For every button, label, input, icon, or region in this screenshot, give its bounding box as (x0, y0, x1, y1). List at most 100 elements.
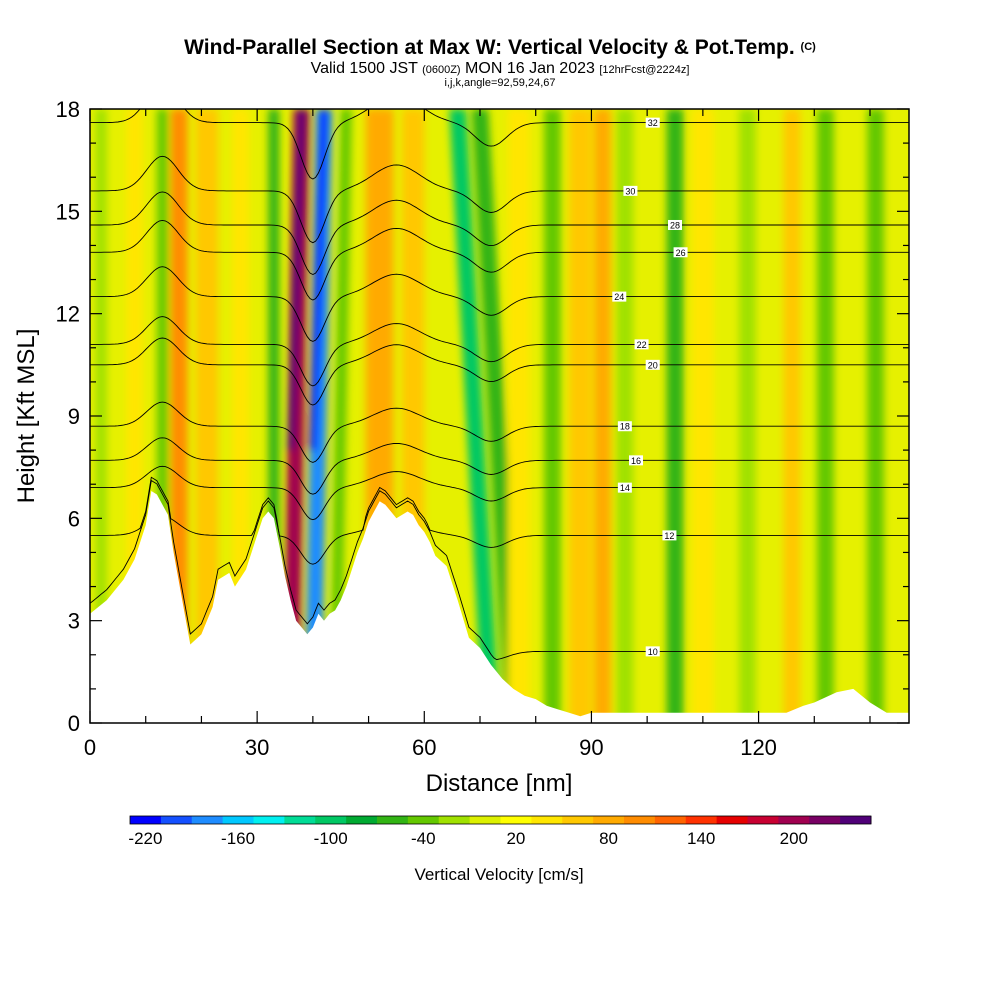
colorbar-swatch (716, 816, 748, 824)
colorbar-swatch (438, 816, 471, 824)
colorbar-swatch (809, 816, 841, 824)
x-tick-label: 60 (412, 735, 436, 760)
w-band-23 (817, 109, 834, 723)
w-band-4 (195, 109, 219, 723)
theta-label: 28 (670, 220, 680, 230)
forecast-info: [12hrFcst@2224z] (599, 64, 690, 76)
theta-label-bg (673, 247, 688, 258)
theta-label-bg (617, 482, 632, 493)
colorbar-swatch (469, 816, 501, 824)
w-band-14 (507, 109, 531, 723)
theta-label: 20 (648, 360, 658, 370)
theta-label-bg (645, 646, 660, 657)
theta-label-bg (629, 455, 643, 466)
w-band-15 (544, 109, 561, 723)
w-band-8 (304, 109, 333, 723)
title-main: Wind-Parallel Section at Max W: Vertical… (184, 36, 795, 59)
theta-contour-22 (90, 316, 909, 387)
theta-label: 14 (620, 483, 630, 493)
colorbar-tick-label: -100 (314, 829, 348, 848)
colorbar-swatch (624, 816, 656, 824)
theta-contour-12 (90, 476, 909, 565)
theta-contour-28 (90, 191, 909, 276)
colorbar-label: Vertical Velocity [cm/s] (414, 865, 583, 884)
colorbar-tick-label: -220 (128, 829, 162, 848)
chart-title: Wind-Parallel Section at Max W: Vertical… (0, 36, 1000, 60)
theta-label-bg (645, 359, 660, 370)
colorbar-swatch (160, 816, 193, 824)
theta-contour-26 (90, 219, 909, 301)
theta-label-bg (634, 339, 649, 350)
theta-contour-16 (90, 437, 909, 495)
x-tick-label: 90 (579, 735, 603, 760)
section-params: i,j,k,angle=92,59,24,67 (444, 77, 556, 89)
x-tick-label: 30 (245, 735, 269, 760)
w-band-17 (594, 109, 611, 723)
theta-label-bg (612, 291, 627, 302)
w-band-20 (691, 109, 714, 723)
colorbar-swatch (500, 816, 532, 824)
theta-contour-32 (90, 109, 909, 180)
colorbar-tick-label: 80 (599, 829, 618, 848)
theta-label-bg (668, 219, 682, 230)
theta-label: 22 (637, 340, 647, 350)
w-band-core-7 (286, 109, 306, 451)
colorbar-tick-label: -40 (411, 829, 436, 848)
theta-contour-24 (90, 266, 909, 342)
w-band-21 (739, 109, 756, 723)
colorbar-swatch (747, 816, 779, 824)
colorbar-tick-label: 20 (506, 829, 525, 848)
theta-label: 26 (676, 248, 686, 258)
y-axis-label: Height [Kft MSL] (13, 329, 40, 504)
copyright-mark: (C) (800, 41, 816, 53)
theta-label-bg (617, 421, 632, 432)
theta-label: 32 (648, 118, 658, 128)
y-tick-label: 0 (68, 711, 80, 736)
colorbar-frame (129, 815, 872, 825)
w-band-core-8 (309, 109, 328, 451)
colorbar-swatch (778, 816, 810, 824)
colorbar-swatch (377, 816, 409, 824)
y-tick-label: 6 (68, 506, 80, 531)
valid-time: Valid 1500 JST (310, 60, 418, 77)
colorbar-swatch (253, 816, 285, 824)
colorbar-swatch (654, 816, 687, 824)
colorbar-swatch (315, 816, 347, 824)
y-tick-label: 15 (56, 199, 80, 224)
chart-subtitle: Valid 1500 JST (0600Z) MON 16 Jan 2023 [… (0, 60, 1000, 78)
colorbar-swatch (593, 816, 625, 824)
theta-label-bg (662, 530, 677, 541)
x-tick-label: 0 (84, 735, 96, 760)
theta-label: 16 (631, 456, 641, 466)
w-band-18 (616, 109, 634, 723)
theta-label: 24 (614, 292, 624, 302)
valid-date: MON 16 Jan 2023 (465, 60, 595, 77)
w-band-22 (783, 109, 801, 723)
colorbar-swatch (346, 816, 378, 824)
theta-label-bg (623, 185, 638, 196)
colorbar-swatch (840, 816, 872, 824)
x-axis-label: Distance [nm] (426, 770, 573, 797)
y-tick-label: 18 (56, 97, 80, 122)
theta-label: 30 (625, 186, 635, 196)
colorbar-swatch (531, 816, 563, 824)
y-tick-label: 9 (68, 404, 80, 429)
colorbar-tick-label: 140 (687, 829, 715, 848)
theta-label: 10 (648, 647, 658, 657)
y-tick-label: 3 (68, 609, 80, 634)
theta-contour-30 (90, 155, 909, 244)
w-band-7 (282, 109, 311, 723)
w-band-19 (666, 109, 684, 723)
terrain (90, 491, 909, 723)
colorbar-swatch (284, 816, 316, 824)
colorbar-swatch (685, 816, 718, 824)
colorbar-swatch (130, 816, 162, 824)
w-band-5 (232, 109, 249, 723)
theta-contour-14 (90, 465, 909, 521)
colorbar-swatch (407, 816, 440, 824)
theta-label-bg (645, 117, 660, 128)
valid-utc: (0600Z) (422, 64, 461, 76)
theta-label: 12 (664, 531, 674, 541)
colorbar-tick-label: 200 (780, 829, 808, 848)
